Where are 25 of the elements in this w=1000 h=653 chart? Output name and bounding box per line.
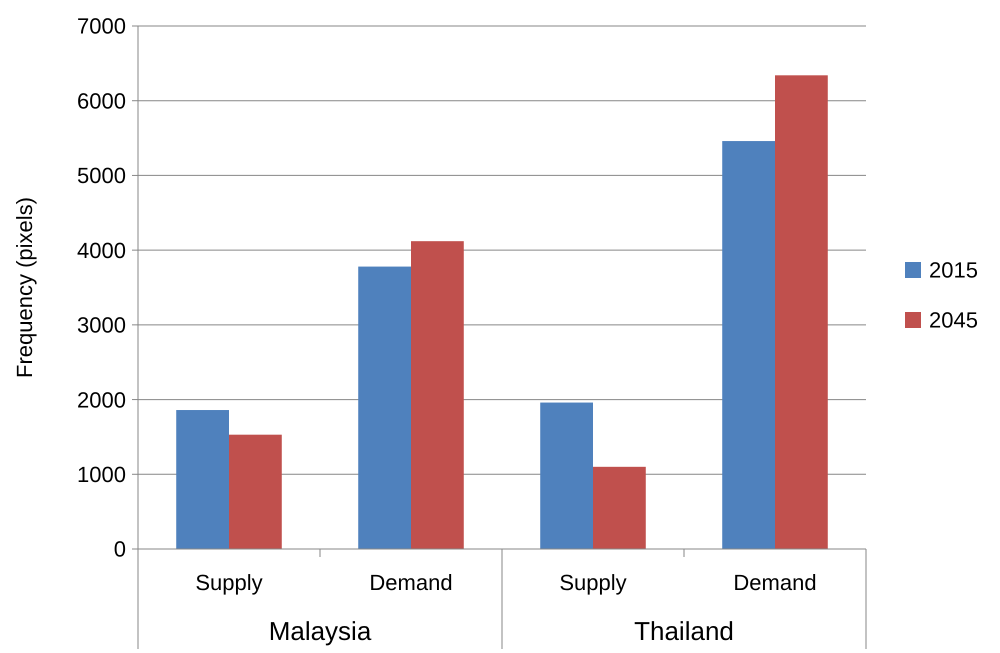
y-tick-label: 1000 xyxy=(77,462,126,487)
y-tick-label: 6000 xyxy=(77,88,126,114)
bar xyxy=(176,410,229,549)
bar xyxy=(540,402,593,549)
y-tick-label: 2000 xyxy=(77,387,126,412)
y-axis-title: Frequency (pixels) xyxy=(12,197,37,378)
bar xyxy=(775,75,828,549)
text: Thailand xyxy=(634,616,734,646)
bar xyxy=(358,266,411,549)
x-tick-label: Demand xyxy=(733,570,817,595)
x-tick-label: Demand xyxy=(369,570,453,595)
bar xyxy=(722,141,775,549)
y-tick-label: 3000 xyxy=(77,312,126,338)
legend-label: 2045 xyxy=(929,308,978,333)
y-tick-label: 7000 xyxy=(77,14,126,39)
bar xyxy=(593,466,646,549)
x-tick-label: Supply xyxy=(559,570,627,595)
x-tick-label: Supply xyxy=(195,570,263,595)
text: Malaysia xyxy=(268,616,372,646)
y-tick-label: 4000 xyxy=(77,238,126,263)
legend-label: 2015 xyxy=(929,258,978,283)
bar xyxy=(229,434,282,549)
y-tick-label: 0 xyxy=(114,536,126,562)
bar xyxy=(411,241,464,549)
y-tick-label: 5000 xyxy=(77,163,126,188)
